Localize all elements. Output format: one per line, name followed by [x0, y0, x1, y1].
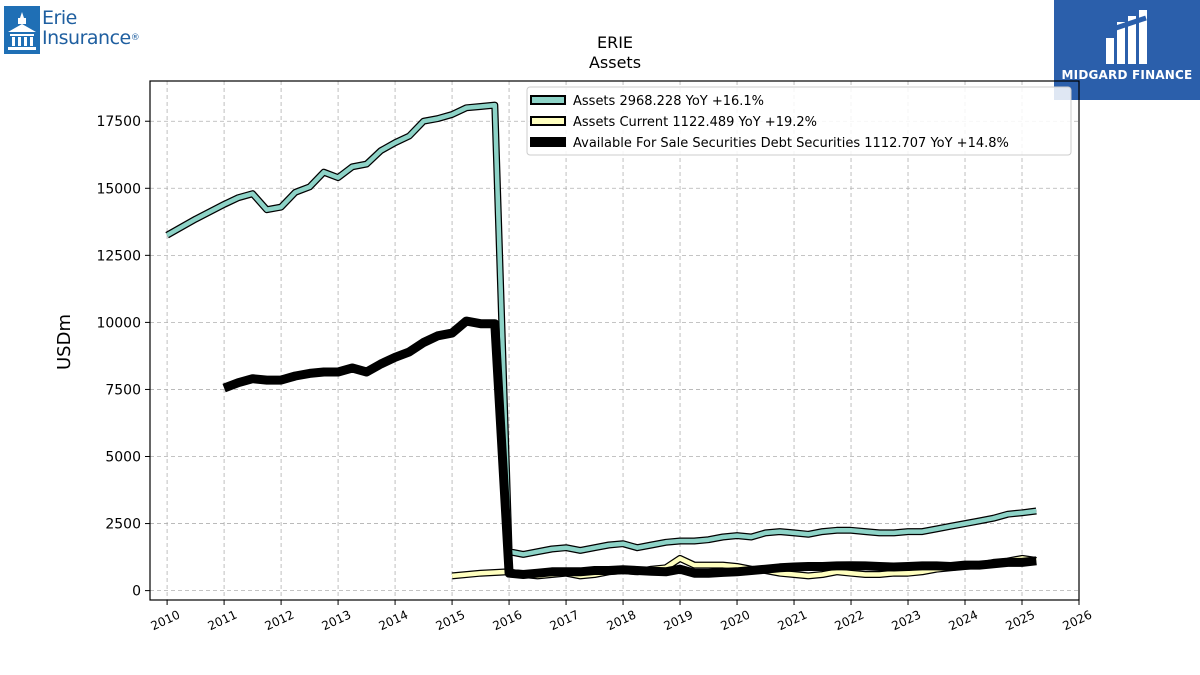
y-tick-label: 15000: [96, 181, 141, 197]
x-tick-label: 2010: [149, 608, 183, 634]
y-tick-label: 17500: [96, 114, 141, 130]
grid: [150, 81, 1080, 600]
midgard-mark-icon: [1106, 10, 1147, 64]
logo-registered-mark: ®: [130, 33, 140, 43]
legend-entry: Assets Current 1122.489 YoY +19.2%: [530, 115, 817, 130]
series-2: [222, 316, 1037, 579]
legend-swatch: [530, 95, 566, 105]
x-tick-label: 2023: [890, 608, 924, 634]
x-tick-label: 2016: [491, 608, 525, 634]
series-0: [165, 101, 1037, 558]
x-tick-label: 2013: [320, 608, 354, 634]
series-layer: [165, 101, 1037, 580]
logo-line2: Insurance: [42, 27, 131, 49]
x-tick-label: 2012: [263, 608, 297, 634]
y-tick-label: 0: [132, 584, 141, 600]
x-tick-label: 2011: [206, 608, 240, 634]
logo-line1: Erie: [42, 7, 77, 29]
y-tick-label: 10000: [96, 315, 141, 331]
y-tick-label: 7500: [105, 382, 141, 398]
chart-title: ERIE: [597, 33, 633, 52]
midgard-finance-logo: MIDGARD FINANCE: [1054, 0, 1200, 100]
series-line-outline: [165, 101, 1037, 558]
y-axis-label: USDm: [54, 314, 75, 370]
legend-label: Assets Current 1122.489 YoY +19.2%: [573, 115, 817, 130]
x-tick-label: 2025: [1004, 608, 1038, 634]
legend-entry: Assets 2968.228 YoY +16.1%: [530, 94, 764, 109]
legend-swatch: [530, 137, 566, 147]
midgard-finance-text: MIDGARD FINANCE: [1061, 68, 1193, 82]
x-tick-label: 2026: [1061, 608, 1095, 634]
chart-subtitle: Assets: [589, 53, 641, 72]
legend-label: Available For Sale Securities Debt Secur…: [573, 136, 1009, 151]
legend-box: [526, 86, 1072, 156]
legend-entry: Available For Sale Securities Debt Secur…: [530, 136, 1009, 151]
x-tick-label: 2017: [548, 608, 582, 634]
legend: Assets 2968.228 YoY +16.1% Assets Current…: [526, 86, 1072, 156]
legend-label: Assets 2968.228 YoY +16.1%: [573, 94, 764, 109]
x-tick-label: 2015: [434, 608, 468, 634]
building-icon: [4, 6, 40, 54]
x-tick-label: 2019: [662, 608, 696, 634]
y-tick-label: 12500: [96, 248, 141, 264]
erie-insurance-logo: Erie Insurance®: [4, 6, 140, 56]
plot-frame: [149, 80, 1080, 601]
series-line-outline: [222, 316, 1037, 579]
x-tick-label: 2022: [833, 608, 867, 634]
x-tick-label: 2024: [947, 608, 981, 634]
legend-swatch: [530, 116, 566, 126]
x-tick-label: 2021: [776, 608, 810, 634]
series-line: [165, 102, 1037, 557]
y-tick-label: 5000: [105, 450, 141, 466]
x-tick-label: 2020: [719, 608, 753, 634]
x-tick-label: 2014: [377, 608, 411, 634]
x-tick-label: 2018: [605, 608, 639, 634]
y-tick-label: 2500: [105, 517, 141, 533]
